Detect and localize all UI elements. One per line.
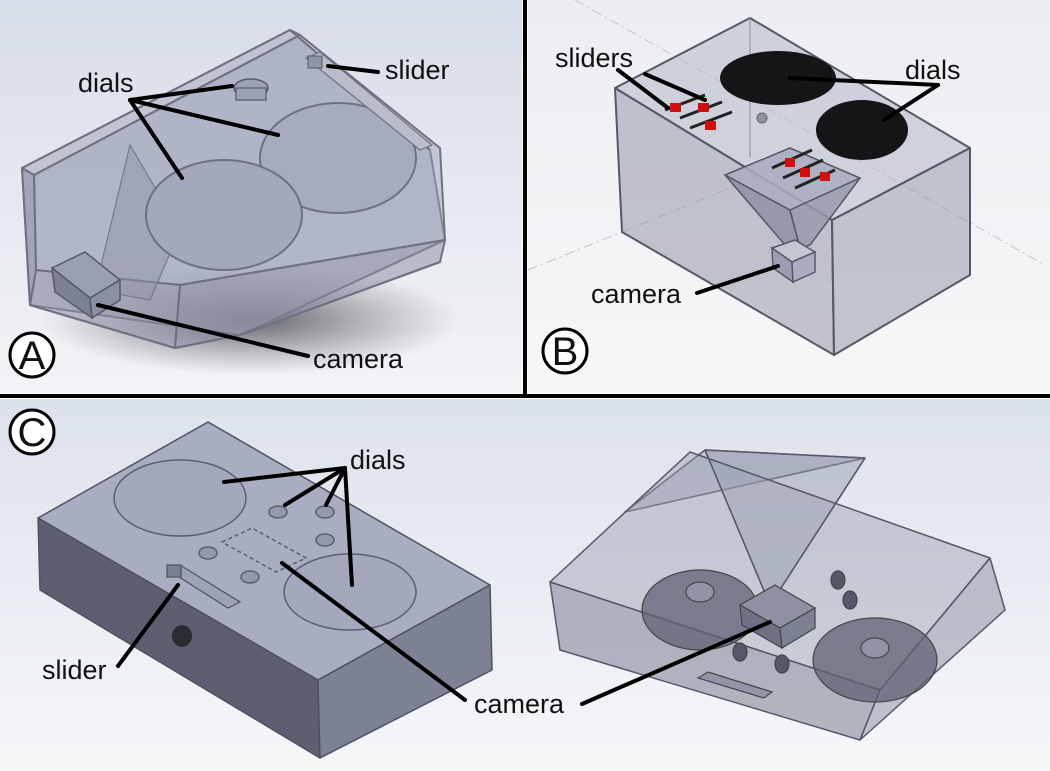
panel-c: dials slider camera C [0,399,1050,771]
panel-a-leader-lines [96,64,380,358]
panel-b-label-camera: camera [591,279,682,309]
panel-b-leader-lines [616,68,940,295]
panel-b-badge-circle [541,327,589,375]
panel-a-dial-large-left [145,159,303,271]
panel-a-label-dials: dials [78,68,134,98]
panel-a-dial-large-right [259,102,417,214]
panel-c-label-slider: slider [42,655,107,685]
panel-c-leader-lines [116,466,772,706]
panel-b-slider-knob [705,121,716,130]
panel-a-badge-circle [8,331,56,379]
panel-b: sliders dials camera B [527,0,1050,393]
panel-a: dials slider camera A [0,0,522,393]
panel-b-camera-assembly [723,147,862,284]
panel-a-label-camera: camera [313,344,404,374]
panel-a-label-slider: slider [385,55,450,85]
panel-b-slider-knob [698,103,709,112]
panel-a-camera [50,251,122,320]
panel-b-badge: B [552,330,579,374]
panel-a-badge: A [19,334,46,378]
panel-b-label-dials: dials [905,55,961,85]
panel-c-badge: C [18,411,47,455]
panel-c-slider [166,564,242,609]
panel-c-badge-circle [8,408,56,456]
panel-a-dial-small-body [235,87,267,101]
panel-b-dial-right [816,100,908,160]
panel-b-knob-dot [756,112,768,124]
panel-b-dial-left [720,51,836,105]
panel-c-label-camera: camera [474,689,565,719]
panel-c-dials-left [113,459,417,631]
panel-a-slider-track [304,51,434,151]
panel-c-internal-parts [641,569,938,703]
panel-c-label-dials: dials [350,445,406,475]
panel-b-slider-knob [670,103,681,112]
panel-b-label-sliders: sliders [555,43,633,73]
panel-a-slider-knob [307,55,323,69]
panel-b-slider-group-top [664,93,733,130]
panel-b-glass-box [614,17,971,356]
panel-c-camera-hole [172,625,192,647]
